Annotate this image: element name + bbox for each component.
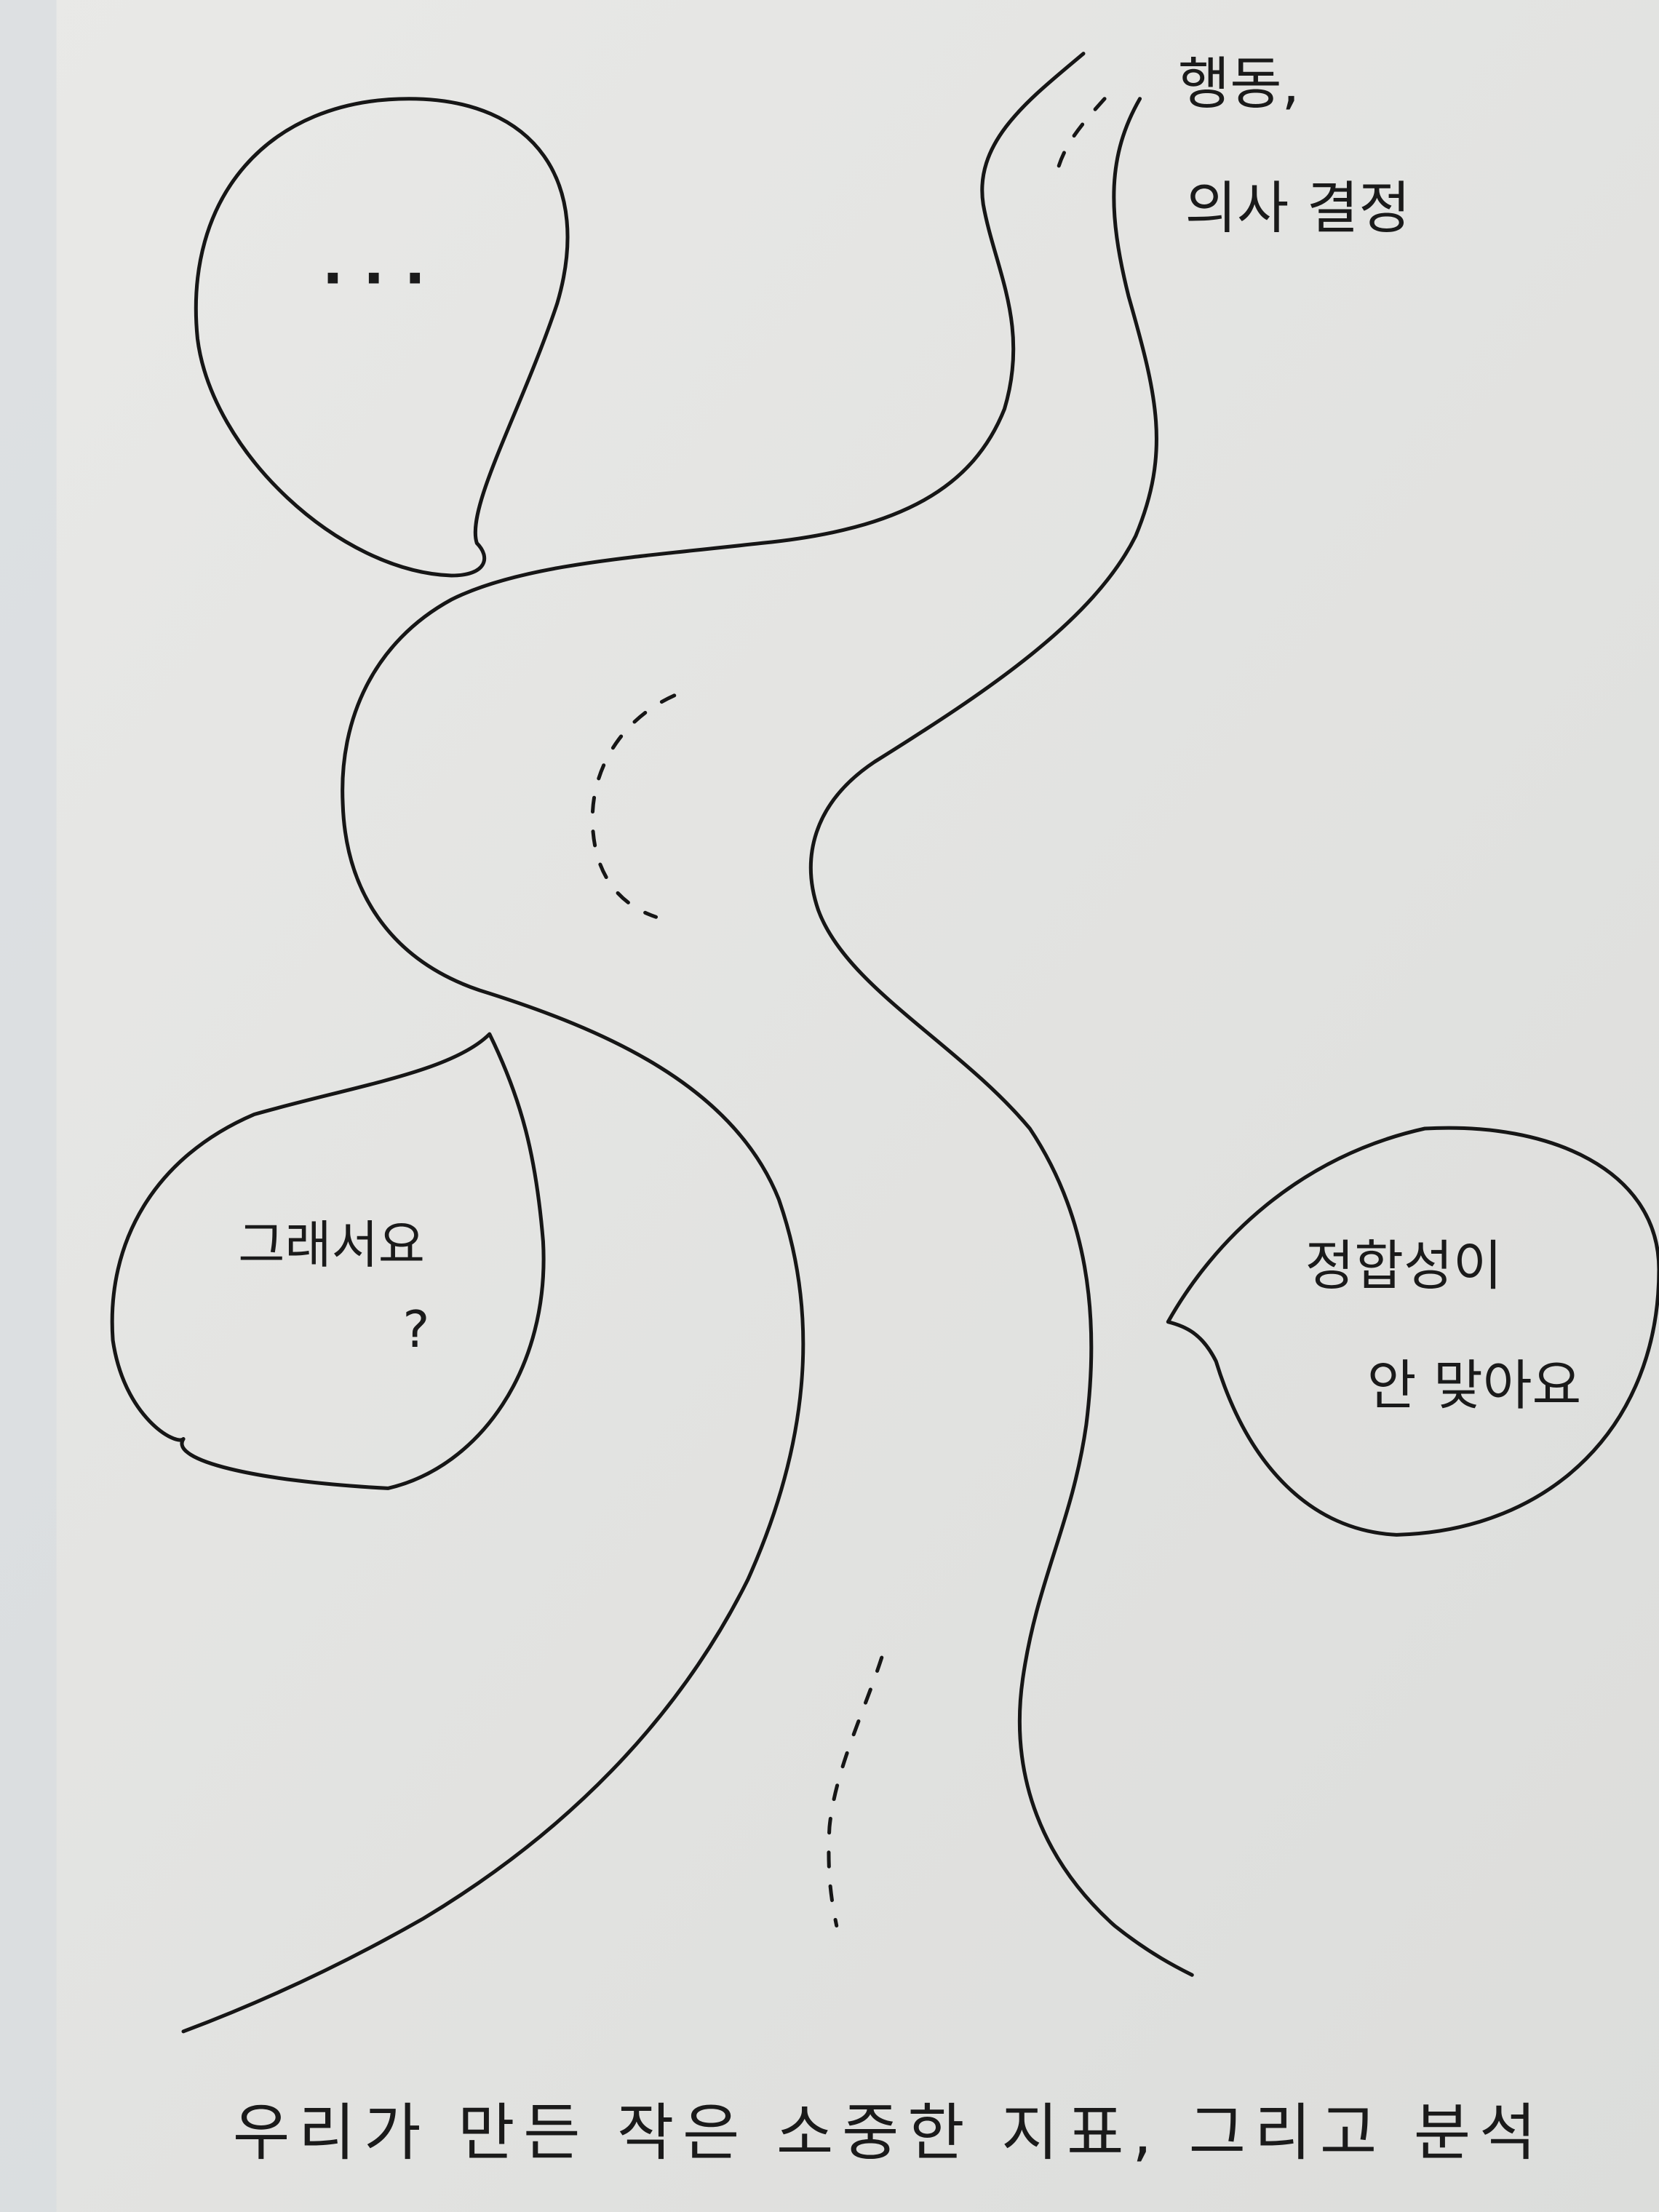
bubble-text: 정합성이 <box>1305 1236 1503 1297</box>
road-center-line <box>827 1655 884 1927</box>
destination-label: 행동, <box>1178 52 1300 117</box>
road-center-line <box>1053 97 1107 183</box>
road-right-edge <box>809 97 1194 1977</box>
road-center-line <box>590 693 677 919</box>
bubble-text: · · · <box>322 246 426 311</box>
caption: 우리가 만든 작은 소중한 지표, 그리고 분석 <box>233 2098 1545 2170</box>
speech-bubble <box>110 1032 546 1490</box>
speech-bubble <box>194 97 570 578</box>
bubble-text: 그래서요 <box>238 1216 425 1275</box>
bubble-text: 안 맞아요 <box>1367 1356 1581 1417</box>
destination-label: 의사 결정 <box>1185 175 1411 241</box>
speech-bubble <box>1166 1126 1659 1537</box>
road-left-edge <box>181 52 1086 2034</box>
bubble-text: ? <box>402 1300 429 1359</box>
paper-edge <box>0 0 57 2212</box>
